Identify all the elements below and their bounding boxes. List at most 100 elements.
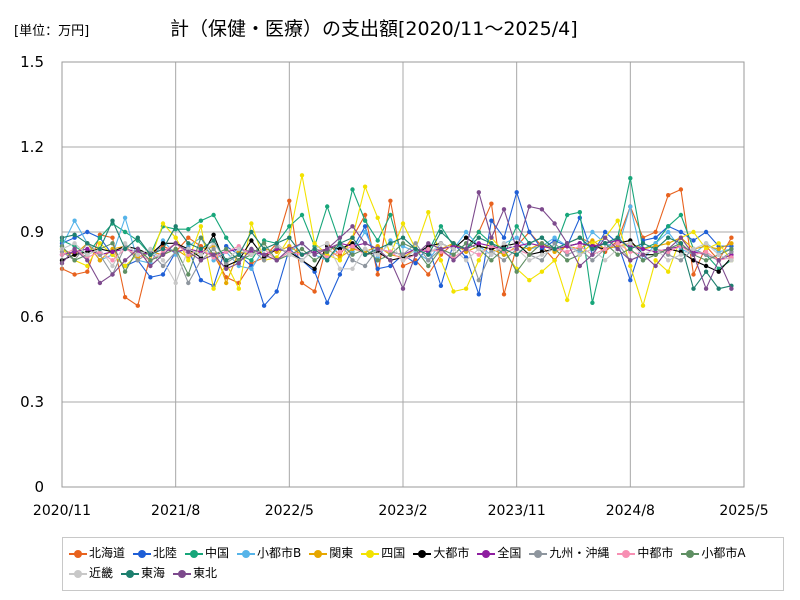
data-point (236, 261, 241, 266)
data-point (400, 252, 406, 257)
data-point (476, 190, 481, 195)
data-point (299, 241, 305, 246)
legend-swatch (477, 549, 496, 559)
data-point (426, 210, 431, 215)
data-point (691, 238, 696, 243)
data-point (160, 221, 166, 226)
data-point (186, 235, 191, 240)
data-point (691, 246, 696, 252)
data-point (590, 229, 595, 235)
data-point (388, 212, 393, 218)
legend-label: 全国 (497, 546, 522, 560)
data-point (438, 229, 444, 235)
legend-item: 四国 (361, 543, 405, 563)
data-point (615, 218, 620, 223)
data-point (122, 241, 128, 246)
data-point (565, 241, 570, 246)
data-point (451, 246, 456, 252)
data-point (577, 252, 582, 257)
data-point (160, 246, 166, 252)
data-point (160, 272, 166, 277)
data-point (85, 246, 90, 252)
data-point (299, 246, 305, 252)
data-point (211, 252, 216, 257)
legend-item: 九州・沖縄 (529, 543, 609, 563)
series-line (61, 219, 732, 290)
data-point (552, 235, 557, 240)
y-tick-label: 0.3 (20, 393, 44, 411)
data-point (249, 246, 254, 252)
data-point (590, 246, 595, 252)
data-point (299, 280, 305, 286)
legend-label: 関東 (329, 546, 354, 560)
data-point (287, 224, 292, 229)
legend-swatch (681, 549, 700, 559)
data-point (577, 263, 582, 269)
data-point (438, 241, 444, 246)
data-point (110, 218, 115, 223)
data-point (224, 246, 229, 252)
data-point (413, 252, 418, 257)
data-point (350, 187, 355, 192)
data-point (312, 258, 317, 263)
data-point (198, 252, 204, 257)
data-point (426, 241, 431, 246)
data-point (539, 235, 545, 240)
data-point (527, 229, 532, 235)
legend-swatch (69, 569, 87, 579)
data-point (186, 280, 191, 286)
data-point (539, 258, 545, 263)
data-point (590, 252, 595, 257)
legend-swatch (69, 549, 87, 559)
data-point (211, 232, 216, 237)
data-point (653, 258, 658, 263)
data-point (72, 232, 77, 237)
data-point (97, 235, 103, 240)
data-point (476, 235, 481, 240)
data-point (678, 258, 684, 263)
data-point (148, 246, 153, 252)
legend-label: 東北 (193, 566, 218, 580)
data-point (565, 297, 570, 303)
data-point (299, 252, 305, 257)
series-13 (59, 190, 734, 291)
data-point (602, 229, 608, 235)
data-point (110, 235, 115, 240)
data-point (110, 272, 115, 277)
data-point (514, 252, 519, 257)
data-point (211, 238, 216, 243)
data-point (463, 235, 469, 240)
data-point (85, 229, 90, 235)
data-point (489, 241, 494, 246)
data-point (72, 241, 77, 246)
data-point (678, 229, 684, 235)
legend-label: 九州・沖縄 (549, 546, 610, 560)
data-point (249, 238, 254, 243)
data-point (729, 235, 734, 240)
data-point (703, 263, 709, 269)
data-point (249, 258, 254, 263)
data-point (122, 295, 128, 300)
data-point (552, 241, 557, 246)
legend-label: 小都市B (257, 546, 302, 560)
data-point (527, 246, 532, 252)
data-point (274, 258, 279, 263)
legend-label: 大都市 (433, 546, 470, 560)
data-point (628, 258, 633, 263)
legend-swatch (309, 549, 328, 559)
data-point (148, 252, 153, 257)
data-point (249, 229, 254, 235)
data-point (565, 249, 570, 254)
data-point (350, 258, 355, 263)
data-point (211, 212, 216, 218)
data-point (173, 241, 178, 246)
data-point (400, 235, 406, 240)
series-line (61, 242, 732, 285)
data-point (716, 258, 721, 263)
data-point (198, 235, 204, 240)
data-point (640, 252, 646, 257)
data-point (350, 266, 355, 271)
data-point (716, 241, 721, 246)
x-tick-label: 2023/11 (488, 503, 546, 519)
legend-swatch (529, 549, 548, 559)
